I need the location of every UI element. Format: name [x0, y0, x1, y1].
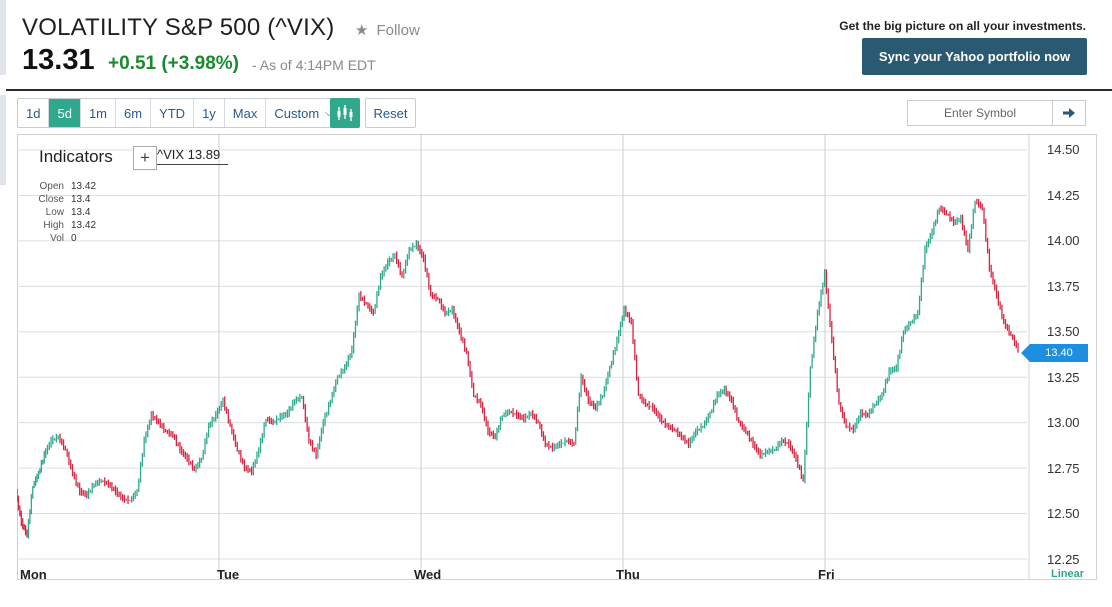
ohlc-key: Low: [45, 207, 64, 218]
chart-frame: [17, 134, 1097, 580]
y-tick-label: 12.75: [1047, 461, 1080, 476]
header-divider: [6, 89, 1112, 91]
x-tick-label: Mon: [20, 567, 47, 582]
ohlc-key: Close: [38, 194, 64, 205]
ohlc-value: 13.4: [71, 194, 91, 205]
range-6m[interactable]: 6m: [116, 99, 152, 127]
follow-button[interactable]: ★ Follow: [355, 21, 420, 40]
ohlc-row: High 13.42: [31, 219, 96, 232]
arrow-right-icon: [1063, 108, 1075, 118]
symbol-go-button[interactable]: [1052, 100, 1086, 126]
x-tick-label: Wed: [414, 567, 442, 582]
ohlc-key: High: [43, 220, 64, 231]
y-tick-label: 14.25: [1047, 188, 1080, 203]
ohlc-row: Close 13.4: [31, 193, 96, 206]
range-1m[interactable]: 1m: [81, 99, 116, 127]
page-title: VOLATILITY S&P 500 (^VIX): [22, 14, 335, 41]
range-1y[interactable]: 1y: [194, 99, 225, 127]
as-of-time: - As of 4:14PM EDT: [252, 57, 376, 73]
ohlc-key: Vol: [50, 233, 64, 244]
ohlc-value: 13.42: [71, 220, 97, 231]
ohlc-row: Low 13.4: [31, 206, 96, 219]
last-price-tag: 13.40: [1021, 344, 1088, 362]
y-tick-label: 12.50: [1047, 506, 1080, 521]
y-tick-label: 13.75: [1047, 279, 1080, 294]
range-selector: 1d 5d 1m 6m YTD 1y Max Custom ⌵: [17, 98, 342, 128]
add-indicator-button[interactable]: +: [133, 146, 157, 170]
indicators-menu[interactable]: Indicators: [39, 147, 113, 166]
ohlc-key: Open: [39, 181, 64, 192]
y-tick-label: 13.50: [1047, 324, 1080, 339]
range-5d[interactable]: 5d: [49, 99, 81, 127]
sync-portfolio-button[interactable]: Sync your Yahoo portfolio now: [862, 38, 1087, 75]
promo-text: Get the big picture on all your investme…: [839, 19, 1086, 33]
ohlc-value: 13.4: [71, 207, 91, 218]
follow-label: Follow: [376, 21, 420, 39]
range-1d[interactable]: 1d: [18, 99, 50, 127]
left-accent-bar: [0, 0, 6, 75]
reset-button[interactable]: Reset: [365, 98, 416, 128]
ohlc-row: Vol 0: [31, 232, 96, 245]
symbol-input[interactable]: [907, 100, 1052, 126]
x-tick-label: Fri: [818, 567, 835, 582]
compare-symbol-label: ^VIX 13.89: [157, 147, 229, 165]
plus-icon: +: [140, 148, 150, 167]
ohlc-readout: Open 13.42 Close 13.4 Low 13.4 High 13.42 Vo…: [31, 180, 96, 245]
range-ytd[interactable]: YTD: [151, 99, 195, 127]
chart-type-button[interactable]: [330, 98, 360, 128]
price-change: +0.51 (+3.98%): [108, 53, 239, 74]
range-custom-label: Custom: [274, 105, 320, 121]
price-chart[interactable]: Indicators + ^VIX 13.89 Open 13.42 Close 1…: [17, 134, 1097, 582]
chart-canvas: [17, 134, 1097, 580]
candlestick-icon: [337, 105, 353, 121]
y-tick-label: 12.25: [1047, 552, 1080, 567]
range-custom[interactable]: Custom ⌵: [266, 99, 340, 127]
x-tick-label: Tue: [217, 567, 240, 582]
y-tick-label: 14.50: [1047, 142, 1080, 157]
ohlc-row: Open 13.42: [31, 180, 97, 193]
last-price: 13.31: [22, 44, 95, 76]
left-accent-bar-lower: [0, 95, 6, 185]
chevron-down-icon: ⌵: [325, 107, 333, 119]
ohlc-value: 13.42: [71, 181, 97, 192]
star-icon: ★: [355, 22, 369, 39]
scale-toggle[interactable]: Linear: [1051, 568, 1085, 580]
y-tick-label: 13.25: [1047, 370, 1080, 385]
range-max[interactable]: Max: [225, 99, 267, 127]
y-tick-label: 13.00: [1047, 415, 1080, 430]
ohlc-value: 0: [71, 233, 77, 244]
x-tick-label: Thu: [616, 567, 640, 582]
y-tick-label: 14.00: [1047, 233, 1080, 248]
